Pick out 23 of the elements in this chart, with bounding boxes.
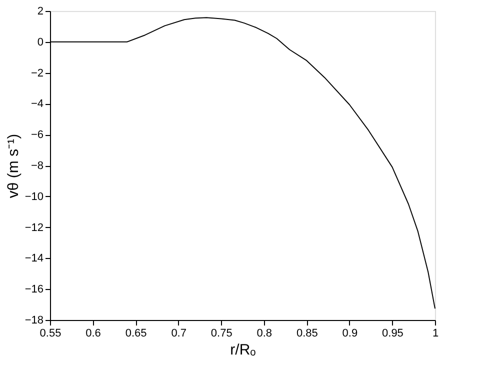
y-tick-label: −14 bbox=[24, 252, 44, 265]
x-axis-title: r/Rₒ bbox=[230, 342, 256, 358]
y-axis-title: vθ (m s⁻¹) bbox=[4, 134, 22, 198]
y-tick-label: −8 bbox=[30, 160, 44, 172]
x-tick-label: 0.65 bbox=[125, 328, 147, 340]
y-tick-label: −12 bbox=[24, 222, 44, 234]
y-tick-label: 0 bbox=[37, 36, 44, 48]
x-tick-label: 1 bbox=[432, 328, 439, 340]
y-tick-label: −10 bbox=[24, 190, 44, 203]
y-tick-label: −16 bbox=[24, 284, 44, 296]
y-tick-label: −4 bbox=[30, 98, 44, 110]
y-tick-label: 2 bbox=[37, 6, 44, 18]
x-tick-label: 0.7 bbox=[171, 328, 186, 340]
y-tick-label: −18 bbox=[24, 314, 44, 326]
y-tick-label: −2 bbox=[30, 67, 44, 80]
x-tick-label: 0.6 bbox=[86, 328, 101, 340]
x-tick-label: 0.8 bbox=[256, 328, 272, 340]
x-tick-label: 0.85 bbox=[296, 328, 318, 340]
x-tick-label: 0.9 bbox=[342, 328, 358, 340]
x-tick-label: 0.55 bbox=[40, 328, 62, 340]
y-tick-label: −6 bbox=[30, 129, 44, 142]
x-tick-label: 0.95 bbox=[382, 328, 404, 340]
x-tick-label: 0.75 bbox=[210, 328, 232, 340]
